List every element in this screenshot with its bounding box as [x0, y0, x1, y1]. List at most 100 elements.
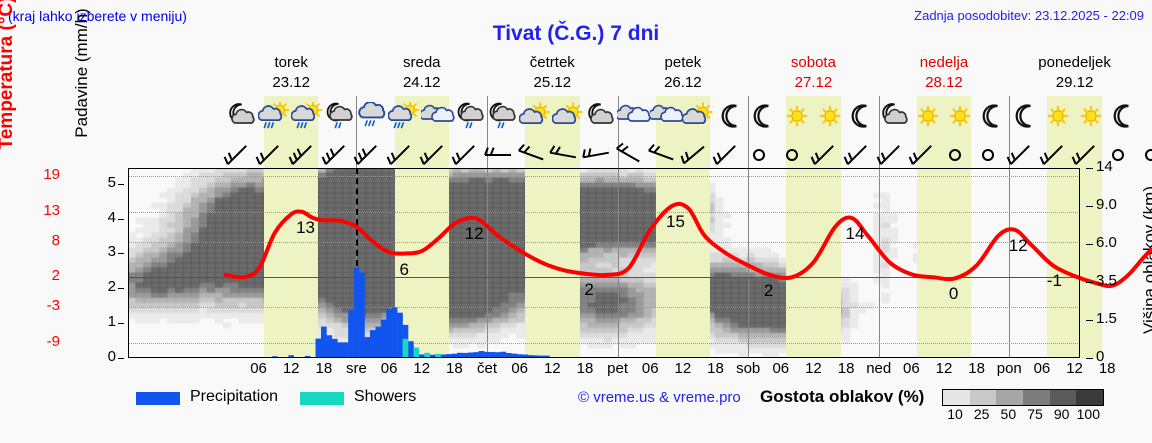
cloud-density-swatch: [969, 390, 997, 405]
cloud-density-legend-title: Gostota oblakov (%): [760, 387, 925, 406]
plot-frame: [128, 168, 1080, 358]
precipitation-bar: [418, 354, 425, 358]
wind-barb: [905, 142, 939, 168]
day-separator: [356, 140, 358, 168]
x-axis-tick: sre: [346, 360, 367, 377]
cloud-density-tick: 25: [973, 406, 990, 422]
x-axis-tick: 06: [380, 360, 398, 377]
weather-icon-cloud-cloud: [616, 102, 651, 132]
weather-icon-moon: [976, 102, 1010, 132]
precipitation-tick-mark: [118, 323, 124, 325]
weather-icon-sun: [1041, 102, 1075, 132]
precipitation-bar: [489, 352, 496, 358]
wind-barb: [873, 142, 907, 168]
wind-barb: [840, 142, 874, 168]
daylight-band: [264, 140, 319, 168]
x-axis-tick: 18: [446, 360, 463, 377]
location-menu-hint[interactable]: (kraj lahko izberete v meniju): [8, 8, 187, 24]
gridline-horizontal: [128, 211, 1080, 213]
day-separator: [1009, 96, 1011, 140]
precipitation-bar: [359, 272, 365, 358]
chart-gridlines: [128, 168, 1080, 358]
wind-barb: [546, 142, 580, 168]
cloud-density-swatch: [1076, 390, 1104, 405]
temperature-point-label: 14: [845, 223, 865, 243]
weather-icon-moon-cloud-rain: [454, 102, 488, 132]
gridline-horizontal: [128, 306, 1080, 308]
copyright-text[interactable]: © vreme.us & vreme.pro: [578, 389, 741, 406]
x-axis-tick: 12: [935, 360, 953, 377]
weather-icon-cloud-cloud: [421, 102, 455, 132]
showers-bar: [402, 338, 409, 358]
temperature-point-label: 2: [584, 279, 594, 299]
x-axis-tick: 18: [576, 360, 594, 377]
cloud-density-swatch: [996, 390, 1024, 405]
page-title: Tivat (Č.G.) 7 dni: [492, 22, 660, 45]
x-axis-tick: pon: [996, 360, 1022, 377]
day-separator: [878, 96, 880, 140]
weather-icon-sun-cloud-rain: [388, 102, 422, 132]
cloudheight-tick: 6.0: [1096, 234, 1117, 251]
temperature-point-label: 2: [763, 280, 774, 300]
day-date-label: 29.12: [1055, 74, 1094, 91]
day-date-label: 26.12: [664, 74, 702, 91]
cloudheight-tick: 1.5: [1096, 310, 1117, 327]
wind-barb: [1101, 142, 1135, 168]
daylight-band: [1047, 140, 1102, 168]
x-axis-tick: 12: [674, 360, 692, 377]
daylight-band: [264, 168, 319, 358]
wind-barb: [383, 142, 417, 168]
precipitation-bar: [304, 355, 311, 358]
cloud-density-tick: 90: [1053, 406, 1070, 422]
wind-barb: [481, 142, 515, 168]
weather-icon-moon: [1009, 102, 1043, 132]
x-axis-tick: 06: [1033, 360, 1051, 377]
weather-icon-sun: [911, 102, 945, 132]
x-axis-tick: 06: [641, 360, 659, 377]
precipitation-bar: [522, 354, 528, 358]
daylight-band: [916, 140, 972, 168]
temperature-tick: 8: [51, 231, 60, 249]
x-axis-tick: 12: [282, 360, 300, 377]
x-axis-tick: 18: [837, 360, 855, 377]
precipitation-tick: 1: [107, 313, 116, 331]
precipitation-bar: [429, 354, 436, 358]
cloudheight-tick-mark: [1086, 282, 1093, 283]
cloud-density-swatch: [1023, 390, 1050, 405]
precipitation-bar: [391, 307, 398, 358]
weather-icon-sun-cloud-rain: [257, 102, 292, 132]
day-date-label: 23.12: [272, 74, 310, 91]
daylight-band: [525, 168, 580, 358]
day-name-label: sobota: [790, 54, 836, 71]
wind-barb: [318, 142, 352, 168]
precipitation-bar: [326, 335, 333, 358]
weather-icon-sun-cloud: [682, 102, 716, 132]
cloudheight-tick-mark: [1086, 320, 1093, 321]
temperature-tick-labels: 19 13 8 2 -3 -9: [0, 160, 122, 366]
x-axis-tick: 06: [250, 360, 267, 377]
wind-barb: [775, 142, 809, 168]
weather-icon-moon-cloud: [878, 102, 912, 132]
precipitation-bars: [272, 267, 550, 358]
precipitation-tick: 3: [107, 243, 116, 261]
precipitation-tick-mark: [118, 183, 124, 185]
x-axis-tick: 06: [903, 360, 920, 377]
day-separator: [1009, 140, 1011, 168]
weather-icon-moon: [747, 102, 781, 132]
cloudheight-tick-mark: [1086, 244, 1093, 245]
daylight-band: [786, 140, 841, 168]
precipitation-bar: [337, 342, 344, 358]
weather-icon-moon: [1107, 102, 1141, 132]
cloud-density-colorbar: [942, 389, 1104, 406]
precipitation-bar: [451, 353, 458, 358]
precipitation-bar: [440, 354, 447, 358]
wind-barb: [252, 142, 286, 168]
wind-barb: [1134, 142, 1152, 168]
precipitation-bar: [353, 267, 360, 358]
day-separator: [487, 168, 489, 358]
wind-barb: [579, 142, 613, 168]
weather-icon-moon-cloud-rain: [323, 102, 357, 132]
weather-icon-sun-cloud-rain: [290, 102, 325, 132]
precipitation-tick: 2: [107, 278, 116, 296]
day-separator: [617, 168, 619, 358]
